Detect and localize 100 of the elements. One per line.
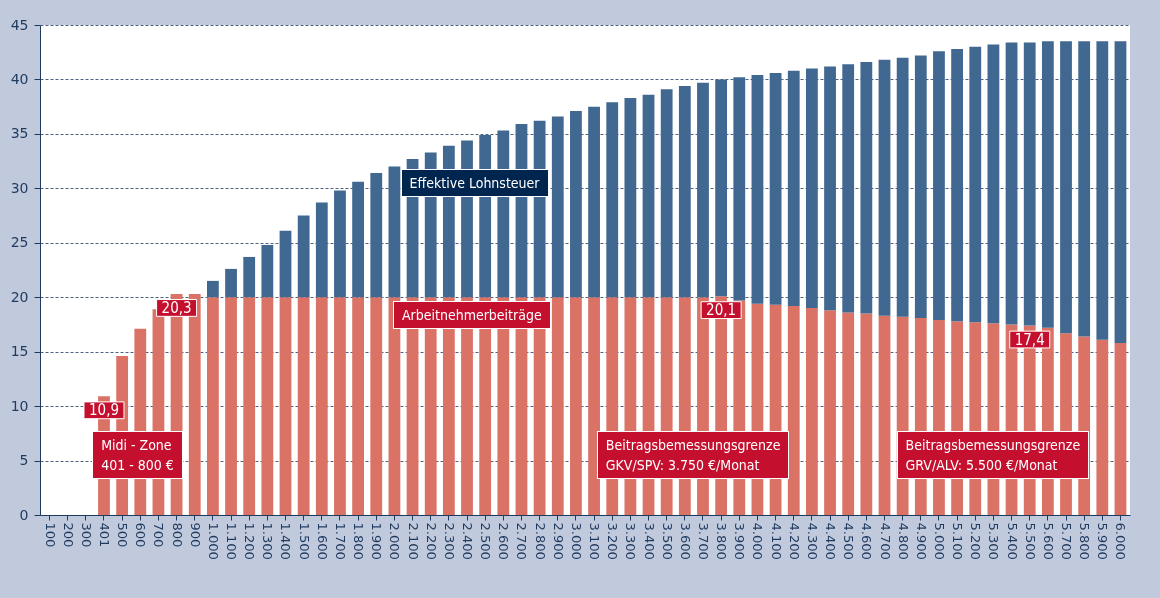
- x-tick-label: 1.800: [351, 522, 367, 560]
- bar: [551, 297, 564, 515]
- bar: [334, 190, 346, 298]
- x-tick-label: 1.600: [314, 522, 330, 560]
- y-tick-label: 15: [10, 343, 29, 360]
- bar: [642, 94, 655, 298]
- x-tick-label: 3.500: [659, 522, 675, 560]
- x-tick-label: 4.500: [841, 522, 857, 560]
- bar: [352, 181, 364, 298]
- x-tick-label: 4.100: [768, 522, 784, 560]
- x-tick-label: 5.800: [1077, 522, 1093, 560]
- x-tick-label: 100: [42, 522, 58, 548]
- bar: [1023, 42, 1036, 326]
- bar: [243, 256, 256, 298]
- bar: [370, 297, 383, 515]
- series-label: Arbeitnehmerbeiträge: [392, 301, 551, 329]
- x-tick-label: 1.700: [332, 522, 348, 560]
- bar: [1005, 42, 1018, 325]
- bar: [1060, 41, 1072, 334]
- x-tick-label: 4.000: [750, 522, 766, 560]
- x-tick-label: 2.300: [441, 522, 457, 560]
- bar: [606, 102, 619, 298]
- x-tick-label: 500: [115, 522, 131, 548]
- x-tick-label: 2.400: [460, 522, 476, 560]
- data-label: 10,9: [88, 401, 120, 420]
- x-tick-label: 5.100: [950, 522, 966, 560]
- bar: [1096, 339, 1109, 515]
- bar: [588, 106, 600, 298]
- bar: [225, 268, 237, 298]
- x-tick-label: 900: [187, 522, 203, 548]
- x-tick-label: 5.900: [1095, 522, 1111, 560]
- x-tick-label: 5.700: [1059, 522, 1075, 560]
- bar: [987, 44, 1000, 324]
- bar: [878, 59, 891, 316]
- x-tick-label: 2.900: [550, 522, 566, 560]
- bar: [878, 315, 891, 515]
- x-tick-label: 1.100: [224, 522, 240, 560]
- bar: [352, 297, 364, 515]
- bar: [388, 166, 401, 298]
- bar: [1041, 41, 1054, 328]
- x-tick-label: 1.900: [369, 522, 385, 560]
- bar: [624, 97, 637, 298]
- x-tick-label: 1.300: [260, 522, 276, 560]
- x-tick-label: 5.600: [1040, 522, 1056, 560]
- bar: [769, 72, 782, 305]
- bar: [570, 297, 582, 515]
- bar: [806, 308, 818, 515]
- bar: [206, 280, 219, 298]
- bar: [206, 297, 219, 515]
- x-tick-label: 4.700: [877, 522, 893, 560]
- bar: [751, 75, 764, 304]
- x-tick-label: 3.600: [677, 522, 693, 560]
- bar: [570, 111, 582, 298]
- bar: [787, 305, 800, 515]
- y-tick-label: 35: [10, 125, 29, 142]
- x-tick-label: 3.900: [732, 522, 748, 560]
- x-tick-label: 1.500: [296, 522, 312, 560]
- x-tick-label: 3.200: [605, 522, 621, 560]
- bar: [860, 62, 873, 314]
- x-tick-label: 2.500: [478, 522, 494, 560]
- x-tick-label: 3.800: [714, 522, 730, 560]
- x-tick-label: 2.000: [387, 522, 403, 560]
- x-tick-label: 1.400: [278, 522, 294, 560]
- x-tick-label: 2.700: [514, 522, 530, 560]
- bar: [933, 51, 945, 321]
- x-tick-label: 4.200: [786, 522, 802, 560]
- x-tick-label: 3.100: [587, 522, 603, 560]
- y-tick-label: 45: [10, 16, 29, 33]
- bar: [261, 297, 274, 515]
- x-tick-label: 1.000: [205, 522, 221, 560]
- bar: [860, 313, 873, 515]
- data-label: 17,4: [1014, 330, 1045, 349]
- x-tick-label: 2.100: [405, 522, 421, 560]
- bar: [824, 66, 836, 311]
- bar: [315, 202, 328, 298]
- bar: [279, 230, 292, 298]
- bar: [896, 57, 909, 317]
- data-label: 20,3: [161, 298, 192, 317]
- x-tick-label: 600: [133, 522, 149, 548]
- x-tick-label: 4.600: [859, 522, 875, 560]
- bar: [279, 297, 292, 515]
- bar: [334, 297, 346, 515]
- y-tick-label: 10: [10, 397, 29, 414]
- x-tick-label: 5.300: [986, 522, 1002, 560]
- data-label: 20,1: [706, 301, 737, 320]
- x-tick-label: 5.200: [968, 522, 984, 560]
- y-tick-label: 25: [10, 234, 29, 251]
- bar: [551, 116, 564, 298]
- bar: [660, 89, 673, 298]
- y-tick-label: 20: [10, 288, 29, 305]
- bar: [787, 70, 800, 306]
- x-tick-label: 3.700: [695, 522, 711, 560]
- y-tick-label: 0: [19, 506, 29, 523]
- bar: [297, 215, 310, 298]
- x-tick-label: 2.200: [423, 522, 439, 560]
- x-tick-label: 4.300: [804, 522, 820, 560]
- x-tick-label: 3.000: [568, 522, 584, 560]
- annotation: Beitragsbemessungsgrenze GKV/SPV: 3.750 €/Monat: [596, 430, 790, 479]
- x-tick-label: 700: [151, 522, 167, 548]
- x-tick-label: 1.200: [242, 522, 258, 560]
